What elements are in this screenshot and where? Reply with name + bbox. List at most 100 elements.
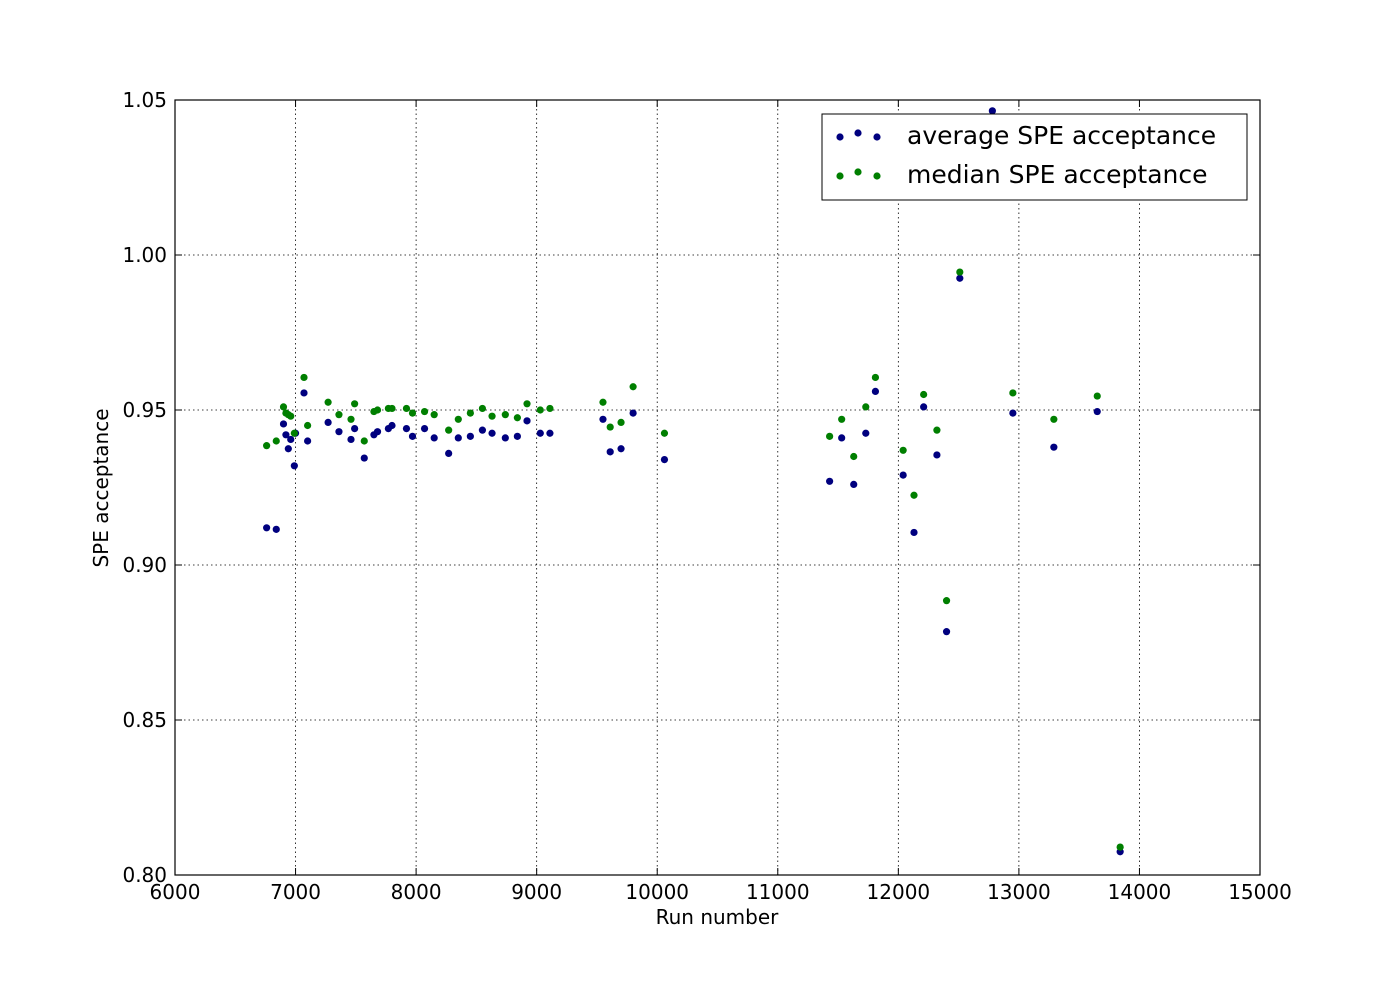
average-point xyxy=(287,435,295,444)
plot-frame xyxy=(174,99,1261,876)
average-point xyxy=(956,274,964,282)
average-point xyxy=(513,432,521,440)
average-point xyxy=(347,435,355,444)
average-point xyxy=(263,524,271,532)
average-point xyxy=(402,425,411,433)
average-point xyxy=(988,107,996,115)
x-tick-label: 8000 xyxy=(391,880,442,904)
average-point xyxy=(599,415,607,423)
average-point xyxy=(324,418,332,426)
median-point xyxy=(272,437,280,445)
median-point xyxy=(402,404,411,413)
y-tick-label: 0.95 xyxy=(122,398,167,422)
average-point xyxy=(445,449,453,457)
median-point xyxy=(478,404,487,413)
y-tick-label: 0.80 xyxy=(122,863,167,887)
average-point xyxy=(478,426,487,434)
median-point xyxy=(862,403,870,411)
average-point xyxy=(826,477,834,485)
median-point xyxy=(304,421,312,430)
average-point xyxy=(279,420,288,428)
average-point xyxy=(373,428,382,436)
median-point xyxy=(300,373,308,382)
y-tick-label: 1.00 xyxy=(122,243,167,267)
average-point xyxy=(304,437,312,445)
average-point xyxy=(454,434,462,442)
median-point xyxy=(1050,415,1058,423)
average-point xyxy=(523,417,531,425)
average-point xyxy=(862,429,870,437)
median-point xyxy=(523,400,531,408)
median-point xyxy=(838,415,846,423)
average-point xyxy=(933,451,941,459)
x-tick-label: 6000 xyxy=(150,880,201,904)
x-tick-label: 10000 xyxy=(625,880,689,904)
average-point xyxy=(351,425,359,433)
average-point xyxy=(488,429,496,437)
axis-ticks xyxy=(174,99,1261,876)
median-point xyxy=(388,404,396,413)
average-point xyxy=(629,409,637,417)
average-point xyxy=(536,429,544,437)
x-axis-label: Run number xyxy=(656,905,780,929)
median-point xyxy=(850,452,858,461)
x-tick-label: 13000 xyxy=(987,880,1051,904)
average-point xyxy=(282,431,290,439)
average-point xyxy=(290,462,298,470)
median-point xyxy=(933,426,941,434)
average-point xyxy=(910,528,918,537)
median-point xyxy=(599,398,607,406)
median-point xyxy=(606,423,614,431)
median-point xyxy=(536,406,544,414)
y-tick-label: 1.05 xyxy=(122,88,167,112)
average-point xyxy=(920,403,928,411)
x-tick-label: 7000 xyxy=(270,880,321,904)
median-point xyxy=(279,403,288,411)
median-point xyxy=(351,400,359,408)
average-point xyxy=(466,432,474,440)
legend-label-average: average SPE acceptance xyxy=(907,121,1216,150)
data-points xyxy=(263,107,1124,856)
median-point xyxy=(1009,389,1017,397)
average-point xyxy=(838,434,846,442)
average-point xyxy=(617,445,625,453)
median-point xyxy=(360,437,368,445)
y-tick-label: 0.85 xyxy=(122,708,167,732)
average-point xyxy=(272,525,280,533)
average-point xyxy=(942,628,951,636)
median-point xyxy=(942,597,951,605)
median-point xyxy=(910,491,918,499)
median-point xyxy=(445,426,453,434)
median-point xyxy=(420,407,429,416)
y-tick-label: 0.90 xyxy=(122,553,167,577)
median-point xyxy=(454,415,462,423)
average-point xyxy=(501,434,509,442)
legend-marker-dot xyxy=(854,129,862,137)
median-point xyxy=(956,268,964,276)
median-point xyxy=(617,418,625,426)
median-point xyxy=(660,429,669,437)
average-point xyxy=(408,432,417,440)
median-point xyxy=(466,409,474,417)
median-point xyxy=(629,383,637,391)
average-point xyxy=(606,448,614,456)
average-point xyxy=(1009,409,1017,417)
legend-marker-median xyxy=(836,168,881,180)
legend-marker-dot xyxy=(836,133,844,141)
median-point xyxy=(1093,392,1101,400)
average-point xyxy=(284,445,292,453)
average-point xyxy=(360,454,368,462)
median-point xyxy=(546,404,554,413)
legend-label-median: median SPE acceptance xyxy=(907,160,1208,189)
legend-marker-dot xyxy=(873,133,881,141)
average-point xyxy=(430,434,438,442)
axis-tick-labels: 6000 7000 8000 9000 10000 11000 12000 13000 1400… xyxy=(122,88,1291,904)
x-tick-label: 12000 xyxy=(867,880,931,904)
y-axis-label: SPE acceptance xyxy=(89,408,113,567)
average-point xyxy=(899,471,907,479)
median-point xyxy=(408,409,417,417)
median-point xyxy=(373,406,382,414)
legend-marker-average xyxy=(836,129,881,141)
x-tick-label: 9000 xyxy=(511,880,562,904)
